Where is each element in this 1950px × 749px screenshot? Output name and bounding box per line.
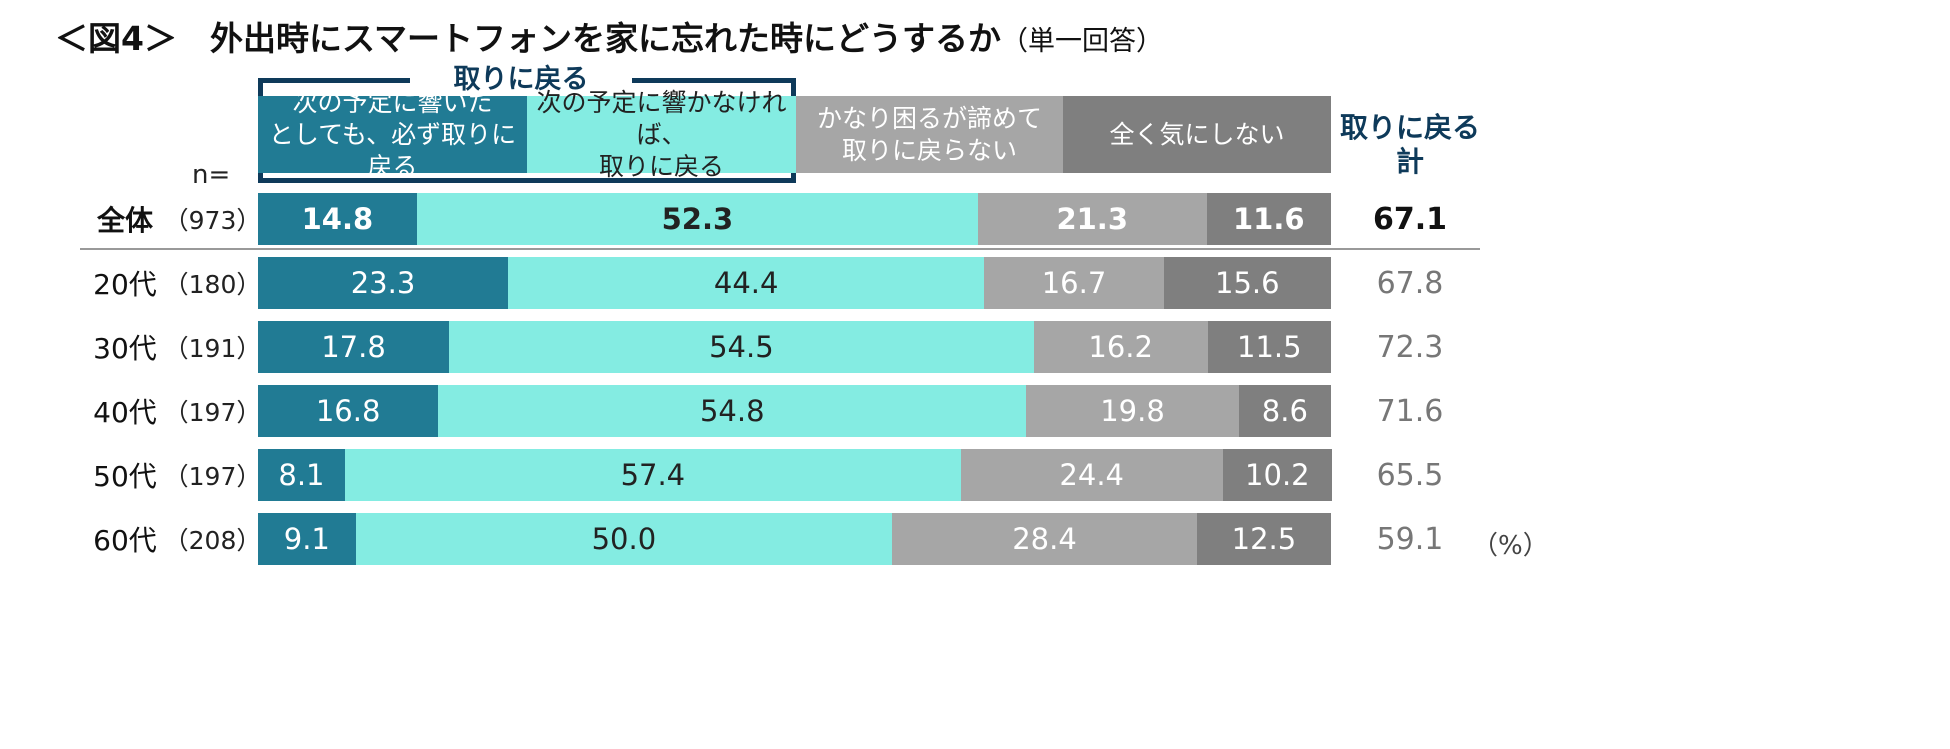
bar: 16.8 bbox=[258, 385, 439, 437]
n-value: （197） bbox=[163, 398, 262, 427]
value-label: 28.4 bbox=[1012, 522, 1077, 556]
n-value: （191） bbox=[163, 334, 262, 363]
legend-header: 次の予定に響かなければ、 取りに戻る bbox=[527, 88, 796, 181]
legend-header: 次の予定に響いた としても、必ず取りに戻る bbox=[258, 88, 527, 181]
bar: 28.4 bbox=[892, 513, 1197, 565]
legend-header: 全く気にしない bbox=[1063, 96, 1331, 173]
n-value: （180） bbox=[163, 270, 262, 299]
value-label: 16.8 bbox=[315, 394, 381, 428]
bar: 9.1 bbox=[258, 513, 356, 565]
bar: 17.8 bbox=[258, 321, 449, 373]
bar: 12.5 bbox=[1196, 513, 1331, 565]
value-label: 16.7 bbox=[1041, 266, 1107, 300]
value-label: 57.4 bbox=[620, 458, 686, 492]
bar: 21.3 bbox=[977, 193, 1207, 245]
n-value: （208） bbox=[163, 526, 262, 555]
value-label: 9.1 bbox=[283, 522, 330, 556]
category-label: 40代 bbox=[93, 396, 157, 429]
bar: 16.7 bbox=[984, 257, 1164, 309]
total-value: 67.8 bbox=[1376, 265, 1444, 301]
value-label: 24.4 bbox=[1059, 458, 1124, 492]
bar: 52.3 bbox=[416, 193, 978, 245]
total-value: 59.1 bbox=[1376, 521, 1444, 557]
chart-title: ＜図4＞ 外出時にスマートフォンを家に忘れた時にどうするか（単一回答） bbox=[55, 12, 1163, 60]
category-label: 20代 bbox=[93, 268, 157, 301]
total-value: 67.1 bbox=[1372, 201, 1448, 237]
bar: 19.8 bbox=[1026, 385, 1239, 437]
bar: 15.6 bbox=[1163, 257, 1331, 309]
bar: 54.8 bbox=[438, 385, 1027, 437]
value-label: 11.5 bbox=[1237, 330, 1302, 364]
separator bbox=[80, 248, 1480, 250]
value-label: 8.1 bbox=[278, 458, 325, 492]
bar: 57.4 bbox=[344, 449, 961, 501]
subtitle: （単一回答） bbox=[1000, 26, 1163, 57]
value-label: 16.2 bbox=[1088, 330, 1153, 364]
bar: 16.2 bbox=[1033, 321, 1208, 373]
value-label: 8.6 bbox=[1261, 394, 1308, 428]
total-value: 72.3 bbox=[1376, 329, 1444, 365]
value-label: 50.0 bbox=[591, 522, 657, 556]
bar: 11.6 bbox=[1206, 193, 1331, 245]
category-label: 全体 bbox=[96, 204, 153, 237]
bar: 8.6 bbox=[1238, 385, 1331, 437]
value-label: 23.3 bbox=[350, 266, 416, 300]
value-label: 12.5 bbox=[1231, 522, 1297, 556]
n-label: n= bbox=[192, 160, 231, 190]
value-label: 54.5 bbox=[709, 330, 774, 364]
bar: 14.8 bbox=[258, 193, 417, 245]
unit-label: （%） bbox=[1472, 531, 1549, 561]
title-text: ＜図4＞ 外出時にスマートフォンを家に忘れた時にどうするか bbox=[55, 19, 1001, 58]
bar: 10.2 bbox=[1222, 449, 1333, 501]
bar: 8.1 bbox=[258, 449, 345, 501]
value-label: 52.3 bbox=[661, 202, 734, 236]
bar: 23.3 bbox=[258, 257, 508, 309]
value-label: 14.8 bbox=[301, 202, 374, 236]
n-value: （973） bbox=[163, 206, 262, 235]
total-value: 71.6 bbox=[1376, 393, 1444, 429]
value-label: 17.8 bbox=[321, 330, 386, 364]
bar: 11.5 bbox=[1207, 321, 1331, 373]
value-label: 15.6 bbox=[1215, 266, 1280, 300]
value-label: 44.4 bbox=[713, 266, 779, 300]
bar: 24.4 bbox=[960, 449, 1223, 501]
category-label: 30代 bbox=[93, 332, 157, 365]
n-value: （197） bbox=[163, 462, 262, 491]
bar: 44.4 bbox=[508, 257, 985, 309]
category-label: 50代 bbox=[93, 460, 157, 493]
category-label: 60代 bbox=[93, 524, 157, 557]
bar: 54.5 bbox=[448, 321, 1034, 373]
value-label: 21.3 bbox=[1056, 202, 1129, 236]
value-label: 54.8 bbox=[699, 394, 765, 428]
bar: 50.0 bbox=[355, 513, 893, 565]
total-header: 取りに戻る 計 bbox=[1340, 111, 1481, 178]
value-label: 11.6 bbox=[1232, 202, 1305, 236]
value-label: 10.2 bbox=[1245, 458, 1310, 492]
legend-header: かなり困るが諦めて 取りに戻らない bbox=[796, 96, 1063, 173]
group-label: 取りに戻る bbox=[410, 58, 632, 95]
value-label: 19.8 bbox=[1100, 394, 1165, 428]
total-value: 65.5 bbox=[1376, 457, 1444, 493]
